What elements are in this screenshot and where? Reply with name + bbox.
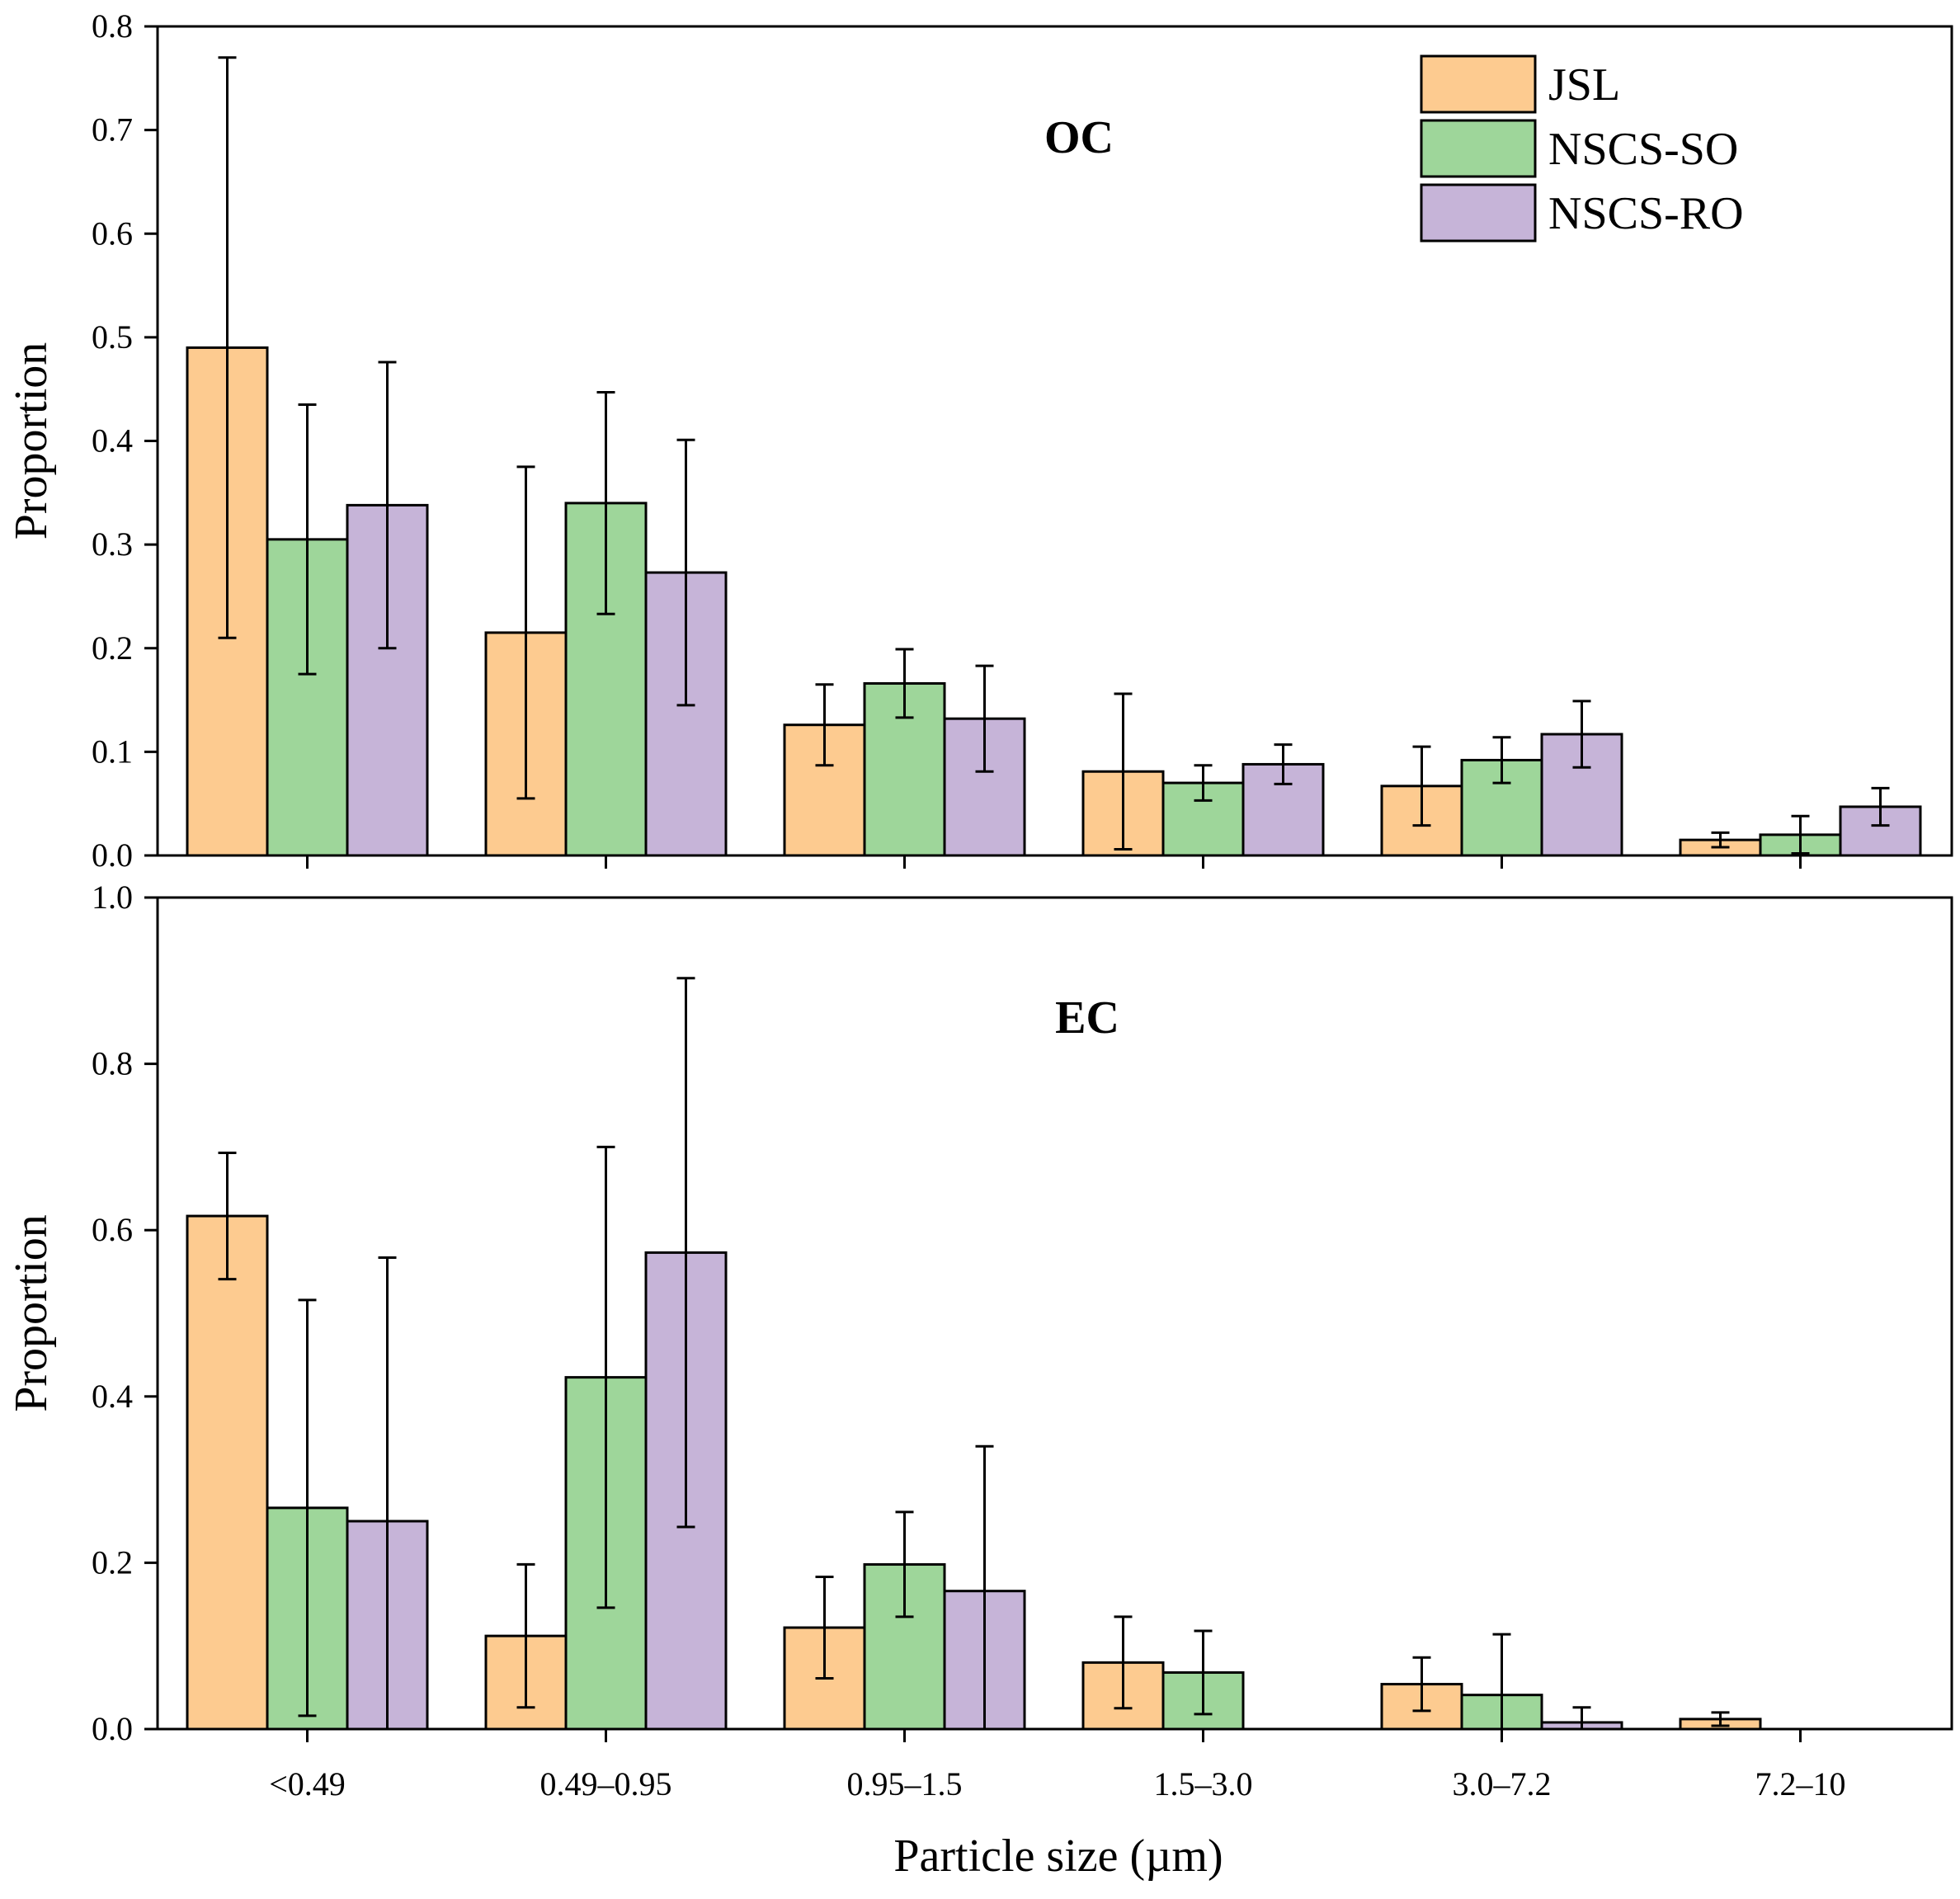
y-tick-label: 0.8	[92, 1045, 133, 1082]
bar-jsl	[186, 1214, 269, 1731]
legend-label-nscs-ro: NSCS-RO	[1548, 188, 1744, 239]
panel-title: EC	[1055, 992, 1119, 1044]
legend-label-jsl: JSL	[1548, 59, 1620, 111]
y-tick-label: 1.0	[92, 879, 133, 916]
y-tick-label: 0.4	[92, 1378, 133, 1415]
legend-label-nscs-so: NSCS-SO	[1548, 124, 1738, 175]
panel-title: OC	[1044, 112, 1114, 163]
plot-frame	[156, 896, 1953, 1731]
y-tick-label: 0.8	[92, 7, 133, 45]
x-tick-label: 0.95–1.5	[847, 1765, 963, 1802]
y-axis-title: Proportion	[6, 1214, 57, 1412]
legend: JSL NSCS-SO NSCS-RO	[1420, 54, 1744, 243]
y-axis-title: Proportion	[6, 342, 57, 540]
ec-panel: 0.0 0.2 0.4 0.6 0.8 1.0 Proportion EC <0.49 0.49–…	[6, 879, 1953, 1802]
y-tick-label: 0.6	[92, 1211, 133, 1248]
bar-nscs-so	[863, 681, 946, 857]
x-tick-label: 3.0–7.2	[1453, 1765, 1552, 1802]
legend-swatch-nscs-ro	[1420, 183, 1537, 243]
y-tick-label: 0.2	[92, 1543, 133, 1581]
x-axis-title: Particle size (µm)	[893, 1831, 1223, 1882]
oc-panel: 0.0 0.1 0.2 0.3 0.4 0.5 0.6 0.7 0.8 Proportion OC	[6, 7, 1953, 874]
y-tick-label: 0.3	[92, 525, 133, 563]
legend-swatch-nscs-so	[1420, 119, 1537, 178]
legend-swatch-jsl	[1420, 54, 1537, 114]
x-tick-label: <0.49	[269, 1765, 346, 1802]
y-tick-label: 0.0	[92, 1710, 133, 1747]
y-tick-label: 0.7	[92, 111, 133, 148]
y-tick-label: 0.1	[92, 733, 133, 770]
x-tick-label: 1.5–3.0	[1154, 1765, 1253, 1802]
x-tick-label: 0.49–0.95	[540, 1765, 672, 1802]
bar-nscs-ro	[1241, 762, 1325, 857]
x-tick-label: 7.2–10	[1755, 1765, 1846, 1802]
y-tick-label: 0.2	[92, 629, 133, 667]
y-tick-label: 0.4	[92, 422, 133, 459]
y-tick-label: 0.5	[92, 318, 133, 356]
y-tick-label: 0.6	[92, 214, 133, 252]
y-tick-label: 0.0	[92, 836, 133, 874]
